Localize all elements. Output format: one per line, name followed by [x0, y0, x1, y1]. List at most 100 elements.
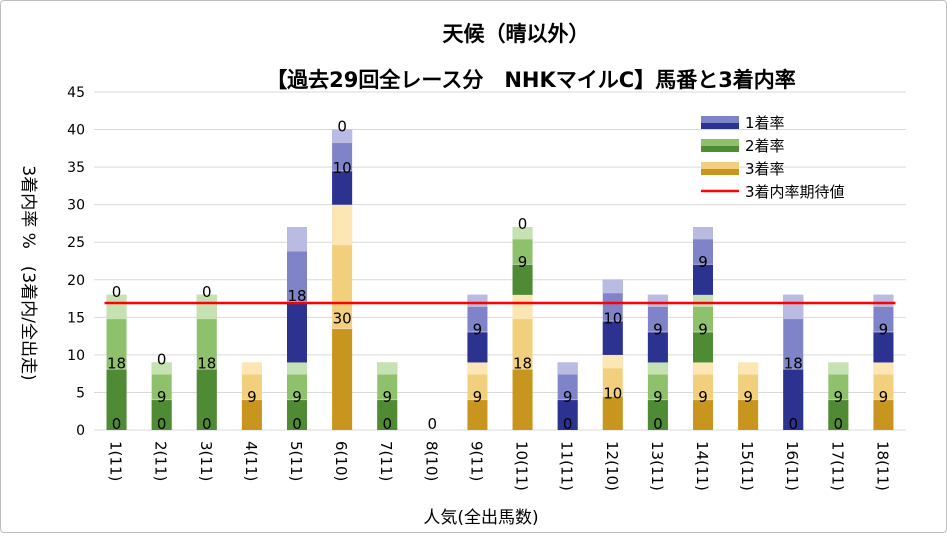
bar-segment-highlight — [287, 362, 307, 375]
legend-label: 2着率 — [745, 137, 785, 155]
data-label: 9 — [518, 253, 528, 271]
data-label: 9 — [563, 388, 573, 406]
y-tick-label: 40 — [67, 123, 85, 139]
bar-segment-shade — [467, 399, 488, 430]
data-label: 9 — [653, 388, 663, 406]
bar-segment-shade — [873, 331, 894, 363]
data-label: 9 — [473, 388, 483, 406]
data-label: 0 — [202, 283, 212, 301]
x-tick-label: 10(11) — [513, 441, 531, 491]
data-label: 10 — [333, 159, 352, 177]
data-label: 9 — [157, 388, 167, 406]
bar-segment-highlight — [602, 354, 623, 369]
bar-segment-highlight — [151, 362, 172, 375]
bar-segment-highlight — [512, 294, 533, 320]
bar-segment-shade — [602, 396, 623, 430]
bar-segment-shade — [377, 399, 398, 430]
data-label: 0 — [834, 415, 844, 433]
bar-segment-shade — [512, 369, 533, 430]
x-tick-label: 3(11) — [197, 441, 215, 481]
data-label: 0 — [518, 215, 528, 233]
data-label: 0 — [157, 350, 167, 368]
bar-segment-shade — [693, 399, 713, 430]
bar-segment-highlight — [693, 227, 713, 240]
x-tick-label: 17(11) — [828, 441, 846, 491]
data-label: 0 — [202, 415, 212, 433]
bars — [106, 129, 894, 430]
data-label: 0 — [112, 283, 122, 301]
bar-segment-highlight — [828, 362, 849, 375]
bar-segment-highlight — [332, 129, 353, 144]
data-label: 10 — [603, 309, 622, 327]
bar-segment-shade — [873, 399, 894, 430]
x-axis-ticks: 1(11) 2(11) 3(11) 4(11) 5(11) 6(10) 7(11) 8(10)… — [107, 441, 892, 491]
data-label: 9 — [879, 388, 889, 406]
data-label: 0 — [112, 415, 122, 433]
data-label: 9 — [292, 388, 302, 406]
data-label: 9 — [879, 321, 889, 339]
data-label: 9 — [473, 321, 483, 339]
x-tick-label: 9(11) — [467, 441, 485, 481]
chart-subtitle: 【過去29回全レース分 NHKマイルC】馬番と3着内率 — [266, 68, 796, 92]
gridlines — [94, 91, 906, 431]
data-label: 0 — [157, 415, 167, 433]
bar-segment-shade — [512, 264, 533, 295]
bar-segment-highlight — [287, 227, 307, 252]
x-tick-label: 8(10) — [422, 441, 440, 481]
data-label: 0 — [563, 415, 573, 433]
bar-segment-highlight — [647, 294, 668, 307]
x-tick-label: 6(10) — [332, 441, 350, 481]
bar-segment-highlight — [693, 362, 713, 375]
legend-label: 3着率 — [745, 160, 785, 178]
bar-segment-highlight — [467, 362, 488, 375]
data-label: 0 — [788, 415, 798, 433]
x-tick-label: 11(11) — [558, 441, 576, 491]
bar-segment-highlight — [647, 362, 668, 375]
chart-title: 天候（晴以外） — [443, 22, 590, 46]
data-label: 9 — [834, 388, 844, 406]
bar-segment-highlight — [873, 294, 894, 307]
bar-segment-shade — [693, 264, 713, 295]
x-tick-label: 18(11) — [873, 441, 891, 491]
bar-segment-shade — [151, 399, 172, 430]
data-label: 18 — [107, 354, 126, 372]
data-label: 9 — [698, 388, 708, 406]
y-tick-label: 20 — [67, 273, 85, 289]
data-label: 30 — [333, 309, 352, 327]
legend: 1着率 2着率 3着率 3着内率期待値 — [701, 114, 845, 201]
bar-segment-shade — [738, 399, 759, 430]
data-label: 9 — [382, 388, 392, 406]
data-label: 0 — [428, 415, 438, 433]
bar-segment-shade — [287, 399, 307, 430]
x-tick-label: 13(11) — [648, 441, 666, 491]
bar-segment-shade — [557, 399, 578, 430]
data-label: 9 — [698, 253, 708, 271]
x-tick-label: 5(11) — [287, 441, 305, 481]
x-tick-label: 16(11) — [783, 441, 801, 491]
x-tick-label: 1(11) — [107, 441, 125, 481]
y-tick-label: 35 — [67, 160, 85, 176]
data-label: 0 — [292, 415, 302, 433]
bar-segment-highlight — [377, 362, 398, 375]
x-tick-label: 12(10) — [603, 441, 621, 491]
bar-segment-highlight — [738, 362, 759, 375]
y-tick-label: 45 — [67, 85, 85, 101]
bar-segment-highlight — [602, 279, 623, 294]
bar-segment-shade — [647, 399, 668, 430]
y-axis-ticks: 0 5 10 15 20 25 30 35 40 45 — [67, 85, 85, 439]
y-tick-label: 15 — [67, 310, 85, 326]
legend-label: 1着率 — [745, 114, 785, 132]
x-tick-label: 4(11) — [242, 441, 260, 481]
bar-segment-shade — [196, 369, 217, 430]
bar-segment-highlight — [106, 294, 127, 320]
legend-swatch-shade — [701, 123, 739, 129]
bar-segment-shade — [602, 321, 623, 355]
bar-segment-highlight — [196, 294, 217, 320]
data-labels: 0 18 0 0 9 0 0 18 0 9 0 9 18 30 10 0 0 9 0 9 9 18 9 0 0 9 10 10 0 9 9 9… — [107, 118, 888, 433]
data-label: 0 — [382, 415, 392, 433]
bar-segment-highlight — [332, 204, 353, 246]
bar-segment-highlight — [693, 294, 713, 307]
y-tick-label: 10 — [67, 348, 85, 364]
